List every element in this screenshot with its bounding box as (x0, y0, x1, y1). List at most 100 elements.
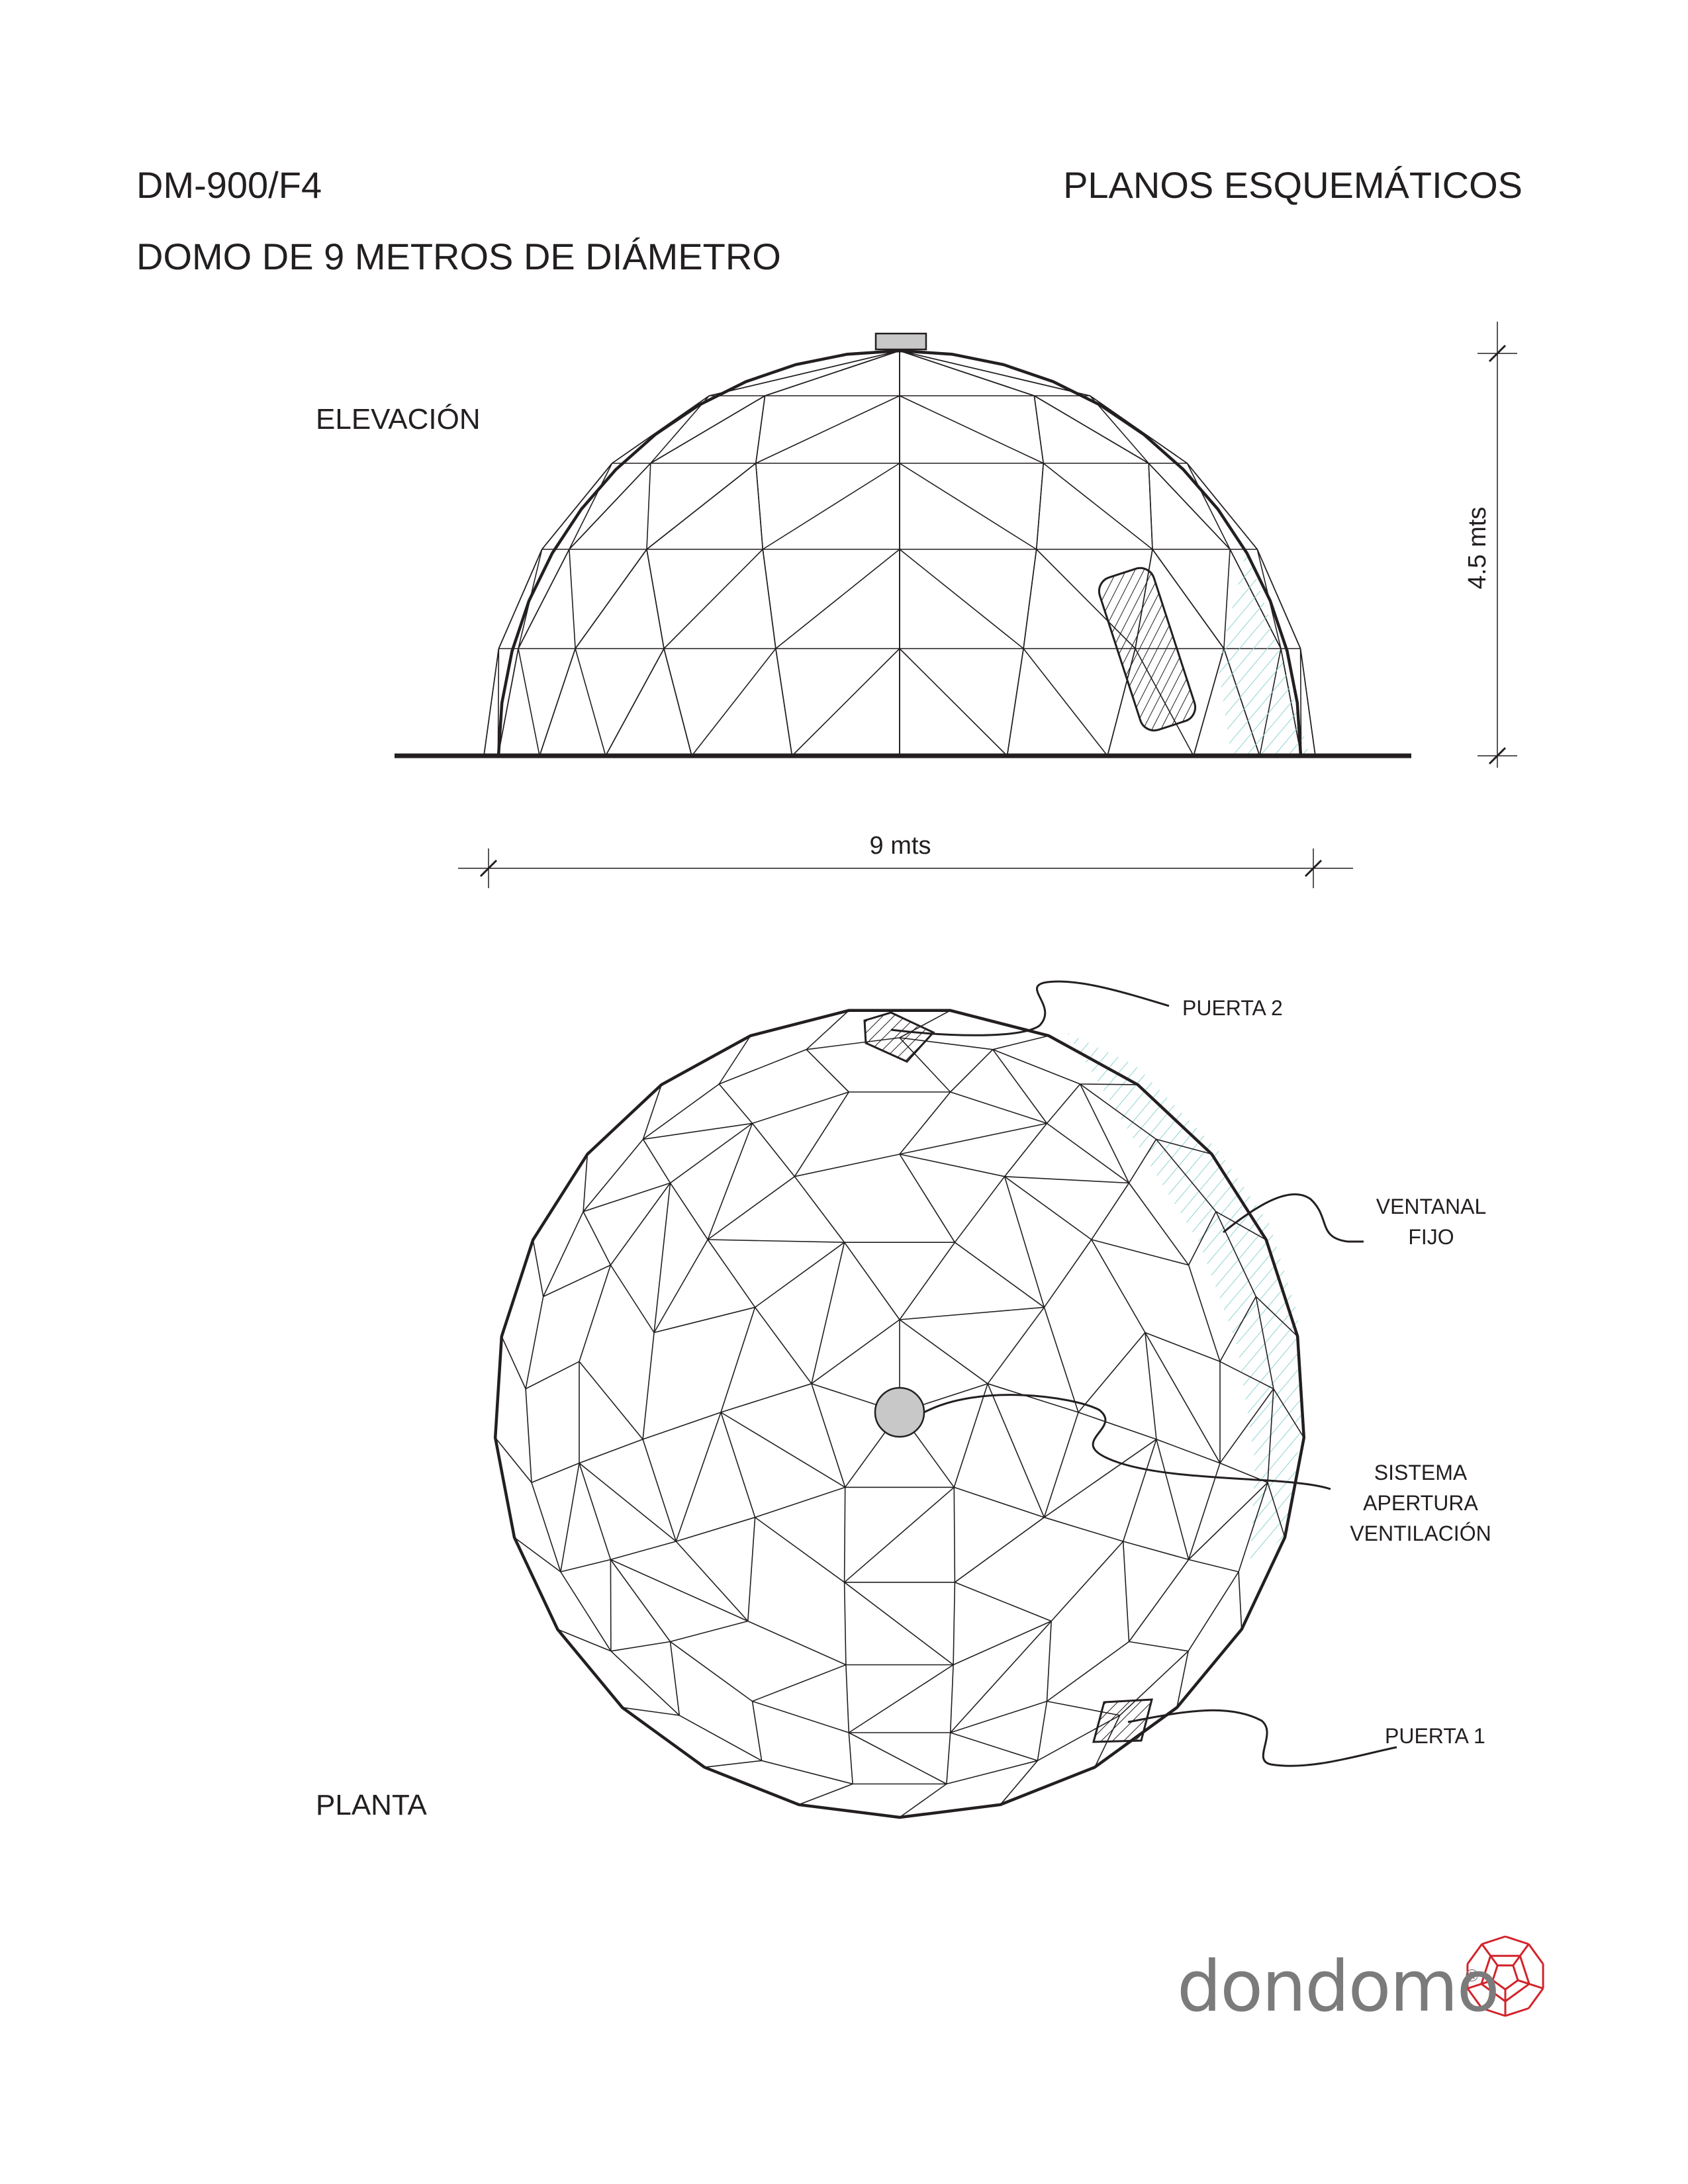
plan-strut (992, 1049, 1080, 1085)
plan-strut (1128, 1183, 1190, 1265)
elevation-strut (899, 648, 1008, 756)
plan-strut (992, 1049, 1048, 1124)
plan-strut (1129, 1641, 1189, 1652)
plan-strut (811, 1383, 846, 1488)
elevation-strut (1148, 463, 1231, 550)
plan-strut (845, 1664, 850, 1733)
plan-view (493, 980, 1397, 1819)
plan-strut (844, 1486, 955, 1583)
elevation-strut (691, 648, 776, 756)
plan-strut (1078, 1332, 1146, 1413)
plan-strut (679, 1715, 762, 1762)
plan-strut (1128, 1138, 1157, 1183)
door-2-panel (863, 1011, 935, 1063)
door-2-leader (890, 980, 1170, 1036)
logo-edge (1466, 1987, 1483, 2009)
plan-strut (899, 1091, 951, 1155)
plan-strut (1238, 1571, 1243, 1629)
plan-strut (642, 1412, 722, 1440)
plan-strut (899, 1154, 1005, 1177)
plan-strut (610, 1641, 671, 1652)
plan-strut (675, 1412, 722, 1542)
plan-strut (794, 1091, 849, 1177)
plan-strut (950, 1091, 1047, 1124)
plan-strut (1156, 1439, 1190, 1560)
plan-strut (954, 1176, 1006, 1243)
plan-strut (848, 1732, 947, 1785)
logo-edge (1481, 1979, 1493, 1985)
logo-edge (1505, 1979, 1519, 1991)
logo-edge (1512, 1965, 1519, 1981)
plan-strut (1267, 1388, 1274, 1483)
model-code: DM-900/F4 (136, 164, 322, 206)
logo-edge (1528, 1943, 1544, 1965)
plan-strut (1219, 1296, 1257, 1362)
plan-strut (954, 1486, 1045, 1518)
width-label: 9 mts (870, 832, 931, 860)
elevation-strut (791, 648, 900, 756)
plan-strut (707, 1176, 795, 1240)
elevation-strut (663, 648, 692, 756)
plan-strut (707, 1239, 756, 1308)
elevation-strut (1186, 463, 1231, 550)
elevation-strut (1033, 395, 1149, 464)
plan-strut (1122, 1439, 1157, 1542)
callout-window-line2: FIJO (1408, 1225, 1454, 1249)
elevation-strut (1090, 395, 1149, 464)
elevation-strut (497, 648, 519, 756)
plan-strut (754, 1306, 812, 1385)
logo-edge (1519, 1943, 1530, 1957)
plan-strut (494, 1437, 532, 1483)
plan-strut (899, 1319, 988, 1385)
plan-strut (579, 1265, 612, 1362)
plan-strut (532, 1240, 544, 1297)
elevation-strut (1186, 463, 1258, 550)
plan-strut (643, 1122, 753, 1140)
logo-edge (1528, 1983, 1544, 1989)
plan-strut (899, 1306, 1045, 1320)
logo-edge (1466, 1943, 1483, 1965)
plan-strut (1255, 1296, 1274, 1389)
elevation-strut (569, 463, 613, 550)
plan-strut (560, 1463, 580, 1572)
plan-strut (670, 1620, 749, 1643)
plan-strut (718, 1035, 751, 1085)
plan-strut (557, 1629, 612, 1652)
plan-strut (1215, 1211, 1257, 1297)
plan-strut (1255, 1296, 1298, 1337)
plan-strut (1156, 1138, 1212, 1155)
dome-description: DOMO DE 9 METROS DE DIÁMETRO (136, 236, 781, 277)
plan-strut (1122, 1541, 1130, 1642)
plan-strut (583, 1154, 588, 1212)
plan-strut (987, 1383, 1079, 1413)
plan-strut (747, 1517, 756, 1621)
elevation-strut (899, 395, 1044, 464)
plan-strut (1188, 1482, 1268, 1561)
plan-strut (752, 1664, 847, 1702)
plan-strut (1188, 1463, 1221, 1560)
plan-strut (1043, 1307, 1079, 1413)
elevation-strut (899, 549, 1024, 649)
plan-strut (653, 1183, 671, 1333)
elevation-strut (541, 463, 613, 550)
plan-strut (501, 1336, 526, 1389)
elevation-strut (899, 350, 1090, 396)
plan-strut (843, 1582, 847, 1665)
plan-strut (579, 1463, 612, 1560)
fixed-window-glass (1067, 1032, 1303, 1571)
plan-strut (579, 1439, 643, 1464)
plan-strut (946, 1760, 1038, 1785)
plan-strut (954, 1517, 1045, 1583)
logo-edge (1528, 1987, 1544, 2009)
plan-strut (1037, 1701, 1048, 1761)
elevation-outline (496, 349, 1303, 756)
plan-strut (1047, 1641, 1129, 1702)
elevation-strut (1256, 549, 1301, 649)
plan-strut (670, 1122, 753, 1184)
plan-strut (755, 1517, 845, 1583)
plan-strut (747, 1620, 847, 1666)
plan-strut (1000, 1760, 1039, 1805)
elevation-strut (899, 463, 1037, 550)
registered-mark: ® (1466, 1966, 1479, 1985)
plan-strut (1156, 1439, 1221, 1464)
